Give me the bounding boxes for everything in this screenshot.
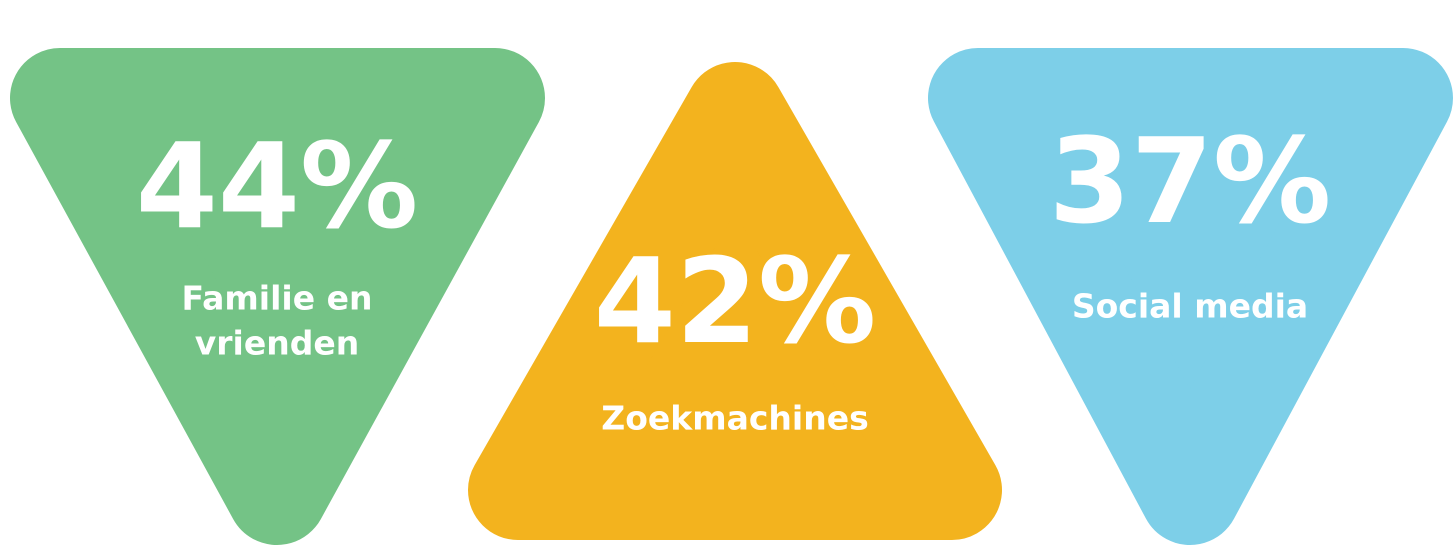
blue-triangle [928, 48, 1453, 545]
stat-value: 42% [594, 232, 876, 370]
stat-label: Zoekmachines [601, 399, 868, 438]
yellow-triangle [468, 62, 1002, 540]
stat-label: Social media [1072, 287, 1308, 326]
stat-label: Familie en [182, 279, 373, 318]
stat-label: vrienden [195, 324, 359, 363]
stat-value: 37% [1049, 112, 1331, 250]
stat-value: 44% [136, 117, 418, 255]
green-triangle [10, 48, 545, 545]
